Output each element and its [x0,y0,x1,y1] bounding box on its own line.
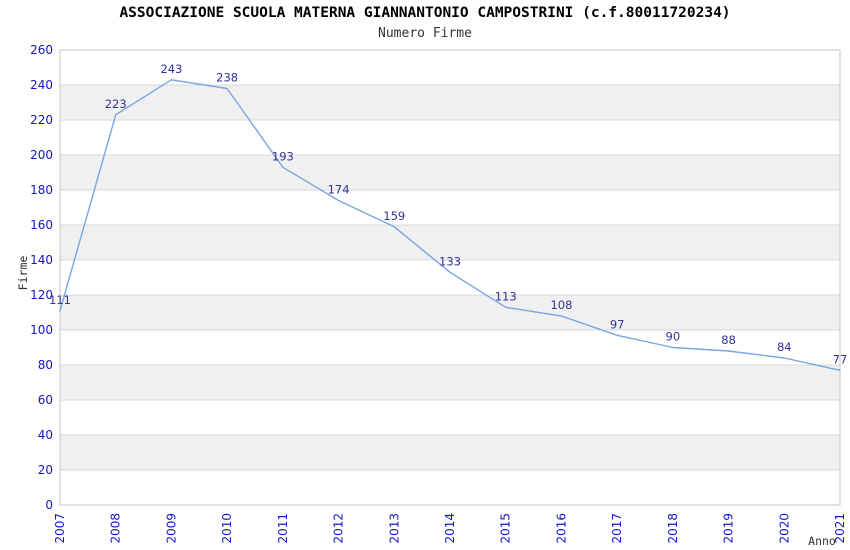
x-tick-label: 2013 [387,513,401,544]
chart-title: ASSOCIAZIONE SCUOLA MATERNA GIANNANTONIO… [119,5,731,21]
y-tick-label: 240 [30,78,53,92]
x-tick-label: 2020 [777,513,791,544]
chart-subtitle: Numero Firme [378,26,472,41]
y-tick-label: 60 [38,393,53,407]
x-tick-label: 2009 [164,513,178,544]
x-tick-label: 2010 [220,513,234,544]
x-tick-label: 2014 [443,513,457,544]
x-tick-label: 2017 [610,513,624,544]
data-point-label: 88 [721,333,736,347]
y-tick-label: 160 [30,218,53,232]
y-tick-label: 140 [30,253,53,267]
data-point-label: 90 [666,330,681,344]
y-tick-label: 260 [30,43,53,57]
y-tick-label: 100 [30,323,53,337]
y-tick-label: 180 [30,183,53,197]
data-point-label: 77 [833,352,848,366]
data-point-label: 133 [439,254,461,268]
y-tick-label: 120 [30,288,53,302]
y-tick-label: 80 [38,358,53,372]
x-tick-label: 2012 [332,513,346,544]
data-point-label: 97 [610,317,625,331]
data-point-label: 243 [160,62,182,76]
background-band [60,155,840,190]
data-point-label: 223 [105,97,127,111]
x-axis-title: Anno [808,534,836,548]
data-point-label: 159 [383,209,405,223]
background-band [60,225,840,260]
y-tick-label: 40 [38,428,53,442]
data-point-label: 174 [328,183,350,197]
data-point-label: 84 [777,340,792,354]
data-point-label: 111 [49,293,71,307]
y-tick-label: 0 [45,498,53,512]
x-tick-label: 2015 [499,513,513,544]
background-band [60,85,840,120]
background-band [60,435,840,470]
y-axis-title: Firme [16,256,30,291]
background-band [60,295,840,330]
x-tick-label: 2021 [833,513,847,544]
x-tick-label: 2008 [109,513,123,544]
y-tick-label: 200 [30,148,53,162]
data-point-label: 108 [550,298,572,312]
data-point-label: 193 [272,149,294,163]
x-tick-label: 2019 [722,513,736,544]
y-tick-label: 20 [38,463,53,477]
y-tick-label: 220 [30,113,53,127]
background-band [60,365,840,400]
data-point-label: 238 [216,71,238,85]
data-point-label: 113 [495,289,517,303]
x-tick-label: 2011 [276,513,290,544]
x-tick-label: 2018 [666,513,680,544]
series-line [59,79,841,371]
x-tick-label: 2007 [53,513,67,544]
plot-border [59,49,841,506]
x-tick-label: 2016 [554,513,568,544]
